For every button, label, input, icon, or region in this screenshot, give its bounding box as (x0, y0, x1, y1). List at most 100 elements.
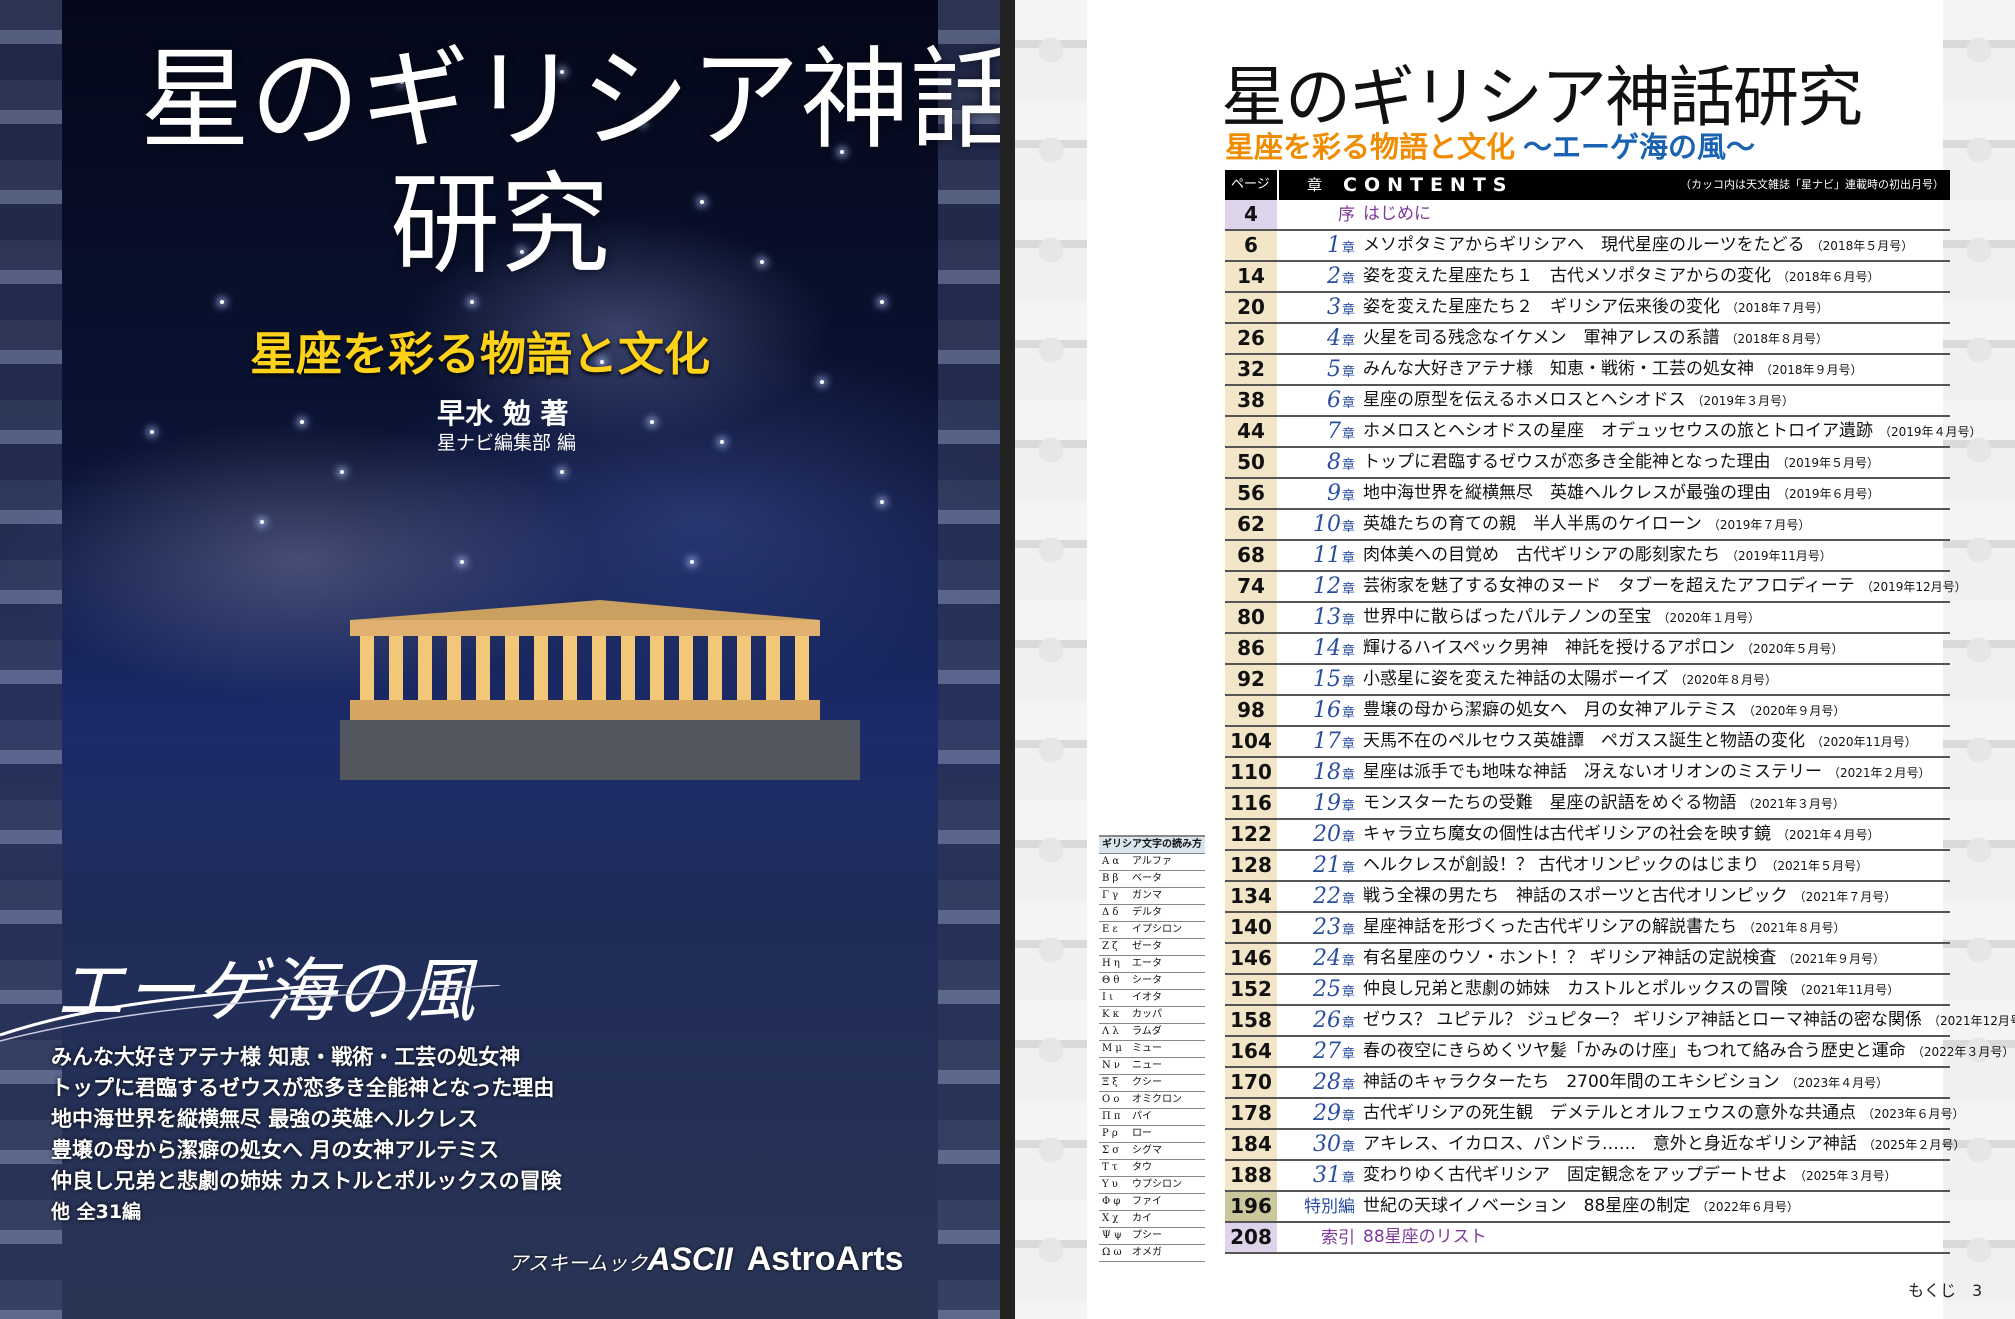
chapter-cell: 9章 (1277, 479, 1355, 508)
chapter-suffix: 章 (1341, 396, 1355, 411)
contents-row[interactable]: 62 10章 英雄たちの育ての親 半人半馬のケイローン （2019年７月号） (1225, 510, 1950, 541)
contents-row[interactable]: 110 18章 星座は派手でも地味な神話 冴えないオリオンのミステリー （2021年２… (1225, 758, 1950, 789)
first-published: （2019年５月号） (1776, 456, 1880, 470)
greek-letter-row: Η η エータ (1099, 956, 1205, 973)
greek-letter-row: Π π パイ (1099, 1109, 1205, 1126)
contents-row[interactable]: 50 8章 トップに君臨するゼウスが恋多き全能神となった理由 （2019年５月号） (1225, 448, 1950, 479)
page-number: 80 (1225, 603, 1277, 632)
greek-letter-row: Ψ ψ プシー (1099, 1228, 1205, 1245)
page-number: 6 (1225, 231, 1277, 260)
contents-row[interactable]: 4 序はじめに (1225, 200, 1950, 231)
greek-letter: Λ λ (1102, 1026, 1119, 1037)
contents-row[interactable]: 80 13章 世界中に散らばったパルテノンの至宝 （2020年１月号） (1225, 603, 1950, 634)
chapter-title: アキレス、イカロス、パンドラ…… 意外と身近なギリシア神話 (1363, 1134, 1857, 1154)
contents-row[interactable]: 196 特別編 世紀の天球イノベーション 88星座の制定 （2022年６月号） (1225, 1192, 1950, 1223)
contents-row[interactable]: 140 23章 星座神話を形づくった古代ギリシアの解説書たち （2021年８月号） (1225, 913, 1950, 944)
chapter-title-cell: 天馬不在のペルセウス英雄譚 ペガスス誕生と物語の変化 （2020年11月号） (1363, 727, 1917, 757)
contents-row[interactable]: 188 31章 変わりゆく古代ギリシア 固定観念をアップデートせよ （2025年３月号… (1225, 1161, 1950, 1192)
contents-row[interactable]: 6 1章 メソポタミアからギリシアへ 現代星座のルーツをたどる （2018年５月号） (1225, 231, 1950, 262)
chapter-title-cell: 88星座のリスト (1363, 1223, 1493, 1253)
page-number: 4 (1225, 200, 1277, 229)
chapter-suffix: 章 (1341, 892, 1355, 907)
star (220, 300, 224, 304)
column (563, 636, 577, 700)
chapter-title-cell: モンスターたちの受難 星座の訳語をめぐる物語 （2021年３月号） (1363, 789, 1845, 819)
publisher-logos: アスキームックASCII AstroArts (508, 1240, 904, 1279)
page-number: 14 (1225, 262, 1277, 291)
contents-row[interactable]: 98 16章 豊壌の母から潔癖の処女へ 月の女神アルテミス （2020年９月号） (1225, 696, 1950, 727)
greek-reading: ファイ (1132, 1196, 1162, 1207)
chapter-label: 特別編 (1304, 1197, 1355, 1217)
greek-table-heading: ギリシア文字の読み方 (1099, 835, 1205, 854)
first-published: （2018年５月号） (1810, 239, 1914, 253)
page-number: 50 (1225, 448, 1277, 477)
column (737, 636, 751, 700)
contents-row[interactable]: 178 29章 古代ギリシアの死生観 デメテルとオルフェウスの意外な共通点 （2023… (1225, 1099, 1965, 1130)
chapter-title-cell: 輝けるハイスペック男神 神託を授けるアポロン （2020年５月号） (1363, 634, 1844, 664)
star (600, 360, 604, 364)
cover-ornament-left (0, 0, 62, 1319)
contents-row[interactable]: 20 3章 姿を変えた星座たち２ ギリシア伝来後の変化 （2018年７月号） (1225, 293, 1950, 324)
column (679, 636, 693, 700)
contents-row[interactable]: 122 20章 キャラ立ち魔女の個性は古代ギリシアの社会を映す鏡 （2021年４月号） (1225, 820, 1950, 851)
contents-row[interactable]: 170 28章 神話のキャラクターたち 2700年間のエキシビション （2023年４月… (1225, 1068, 1950, 1099)
contents-row[interactable]: 86 14章 輝けるハイスペック男神 神託を授けるアポロン （2020年５月号） (1225, 634, 1950, 665)
contents-row[interactable]: 158 26章 ゼウス？ ユピテル？ ジュピター？ ギリシア神話とローマ神話の密な関… (1225, 1006, 2015, 1037)
chapter-title-cell: 星座の原型を伝えるホメロスとヘシオドス （2019年３月号） (1363, 386, 1794, 416)
chapter-title: みんな大好きアテナ様 知恵・戦術・工芸の処女神 (1363, 359, 1754, 379)
chapter-title: 古代ギリシアの死生観 デメテルとオルフェウスの意外な共通点 (1363, 1103, 1856, 1123)
contents-row[interactable]: 14 2章 姿を変えた星座たち１ 古代メソポタミアからの変化 （2018年６月号） (1225, 262, 1950, 293)
chapter-title: ヘルクレスが創設！？ 古代オリンピックのはじまり (1363, 855, 1760, 875)
ascii-logo: ASCII (647, 1241, 733, 1277)
contents-row[interactable]: 74 12章 芸術家を魅了する女神のヌード タブーを超えたアフロディーテ （2019年… (1225, 572, 1967, 603)
chapter-title: 小惑星に姿を変えた神話の太陽ボーイズ (1363, 669, 1669, 689)
chapter-number: 22 (1312, 884, 1341, 909)
star (460, 560, 464, 564)
chapter-title: 変わりゆく古代ギリシア 固定観念をアップデートせよ (1363, 1165, 1788, 1185)
chapter-cell: 序 (1277, 200, 1355, 229)
star (400, 80, 404, 84)
contents-row[interactable]: 208 索引 88星座のリスト (1225, 1223, 1950, 1254)
parthenon-illustration (340, 600, 860, 780)
greek-reading: イオタ (1132, 992, 1162, 1003)
contents-row[interactable]: 104 17章 天馬不在のペルセウス英雄譚 ペガスス誕生と物語の変化 （2020年11… (1225, 727, 1950, 758)
book-cover: 星のギリシア神話 研究 星座を彩る物語と文化 早水 勉 著 星ナビ編集部 編 エ… (0, 0, 1000, 1319)
contents-row[interactable]: 38 6章 星座の原型を伝えるホメロスとヘシオドス （2019年３月号） (1225, 386, 1950, 417)
greek-reading: カイ (1132, 1213, 1152, 1224)
contents-row[interactable]: 134 22章 戦う全裸の男たち 神話のスポーツと古代オリンピック （2021年７月号… (1225, 882, 1950, 913)
first-published: （2021年８月号） (1743, 921, 1846, 935)
chapter-title: メソポタミアからギリシアへ 現代星座のルーツをたどる (1363, 235, 1805, 255)
highlight-item: トップに君臨するゼウスが恋多き全能神となった理由 (51, 1076, 555, 1100)
contents-row[interactable]: 128 21章 ヘルクレスが創設！？ 古代オリンピックのはじまり （2021年５月号） (1225, 851, 1950, 882)
contents-row[interactable]: 68 11章 肉体美への目覚め 古代ギリシアの彫刻家たち （2019年11月号） (1225, 541, 1950, 572)
first-published: （2019年４月号） (1879, 425, 1982, 439)
greek-letter: Ο ο (1102, 1094, 1120, 1105)
contents-row[interactable]: 164 27章 春の夜空にきらめくツヤ髪「かみのけ座」もつれて絡み合う歴史と運命 （2… (1225, 1037, 2014, 1068)
greek-reading: オミクロン (1132, 1094, 1182, 1105)
chapter-title-cell: 火星を司る残念なイケメン 軍神アレスの系譜 （2018年８月号） (1363, 324, 1828, 354)
first-published: （2020年８月号） (1674, 673, 1778, 687)
contents-row[interactable]: 92 15章 小惑星に姿を変えた神話の太陽ボーイズ （2020年８月号） (1225, 665, 1950, 696)
contents-row[interactable]: 44 7章 ホメロスとヘシオドスの星座 オデュッセウスの旅とトロイア遺跡 （2019年… (1225, 417, 1982, 448)
contents-row[interactable]: 184 30章 アキレス、イカロス、パンドラ…… 意外と身近なギリシア神話 （2025… (1225, 1130, 1965, 1161)
contents-header: ページ 章 CONTENTS （カッコ内は天文雑誌「星ナビ」連載時の初出月号） (1225, 170, 1950, 200)
greek-reading: ウプシロン (1132, 1179, 1182, 1190)
contents-row[interactable]: 32 5章 みんな大好きアテナ様 知恵・戦術・工芸の処女神 （2018年９月号） (1225, 355, 1950, 386)
chapter-title: 肉体美への目覚め 古代ギリシアの彫刻家たち (1363, 545, 1720, 565)
chapter-title-cell: 変わりゆく古代ギリシア 固定観念をアップデートせよ （2025年３月号） (1363, 1161, 1897, 1191)
chapter-number: 7 (1326, 419, 1341, 444)
contents-row[interactable]: 26 4章 火星を司る残念なイケメン 軍神アレスの系譜 （2018年８月号） (1225, 324, 1950, 355)
chapter-number: 9 (1326, 481, 1341, 506)
contents-page: 星のギリシア神話研究 星座を彩る物語と文化 〜エーゲ海の風〜 ページ 章 CONT… (1015, 0, 2015, 1319)
contents-row[interactable]: 146 24章 有名星座のウソ・ホント！？ ギリシア神話の定説検査 （2021年９月号… (1225, 944, 1950, 975)
chapter-suffix: 章 (1341, 241, 1355, 256)
first-published: （2020年５月号） (1740, 642, 1844, 656)
contents-row[interactable]: 116 19章 モンスターたちの受難 星座の訳語をめぐる物語 （2021年３月号） (1225, 789, 1950, 820)
chapter-title: 天馬不在のペルセウス英雄譚 ペガスス誕生と物語の変化 (1363, 731, 1805, 751)
contents-row[interactable]: 152 25章 仲良し兄弟と悲劇の姉妹 カストルとポルックスの冒険 （2021年11月… (1225, 975, 1950, 1006)
chapter-title: 姿を変えた星座たち１ 古代メソポタミアからの変化 (1363, 266, 1771, 286)
chapter-title-cell: 春の夜空にきらめくツヤ髪「かみのけ座」もつれて絡み合う歴史と運命 （2022年３月… (1363, 1037, 2014, 1067)
chapter-title: 仲良し兄弟と悲劇の姉妹 カストルとポルックスの冒険 (1363, 979, 1788, 999)
contents-row[interactable]: 56 9章 地中海世界を縦横無尽 英雄ヘルクレスが最強の理由 （2019年６月号） (1225, 479, 1950, 510)
chapter-cell: 6章 (1277, 386, 1355, 415)
